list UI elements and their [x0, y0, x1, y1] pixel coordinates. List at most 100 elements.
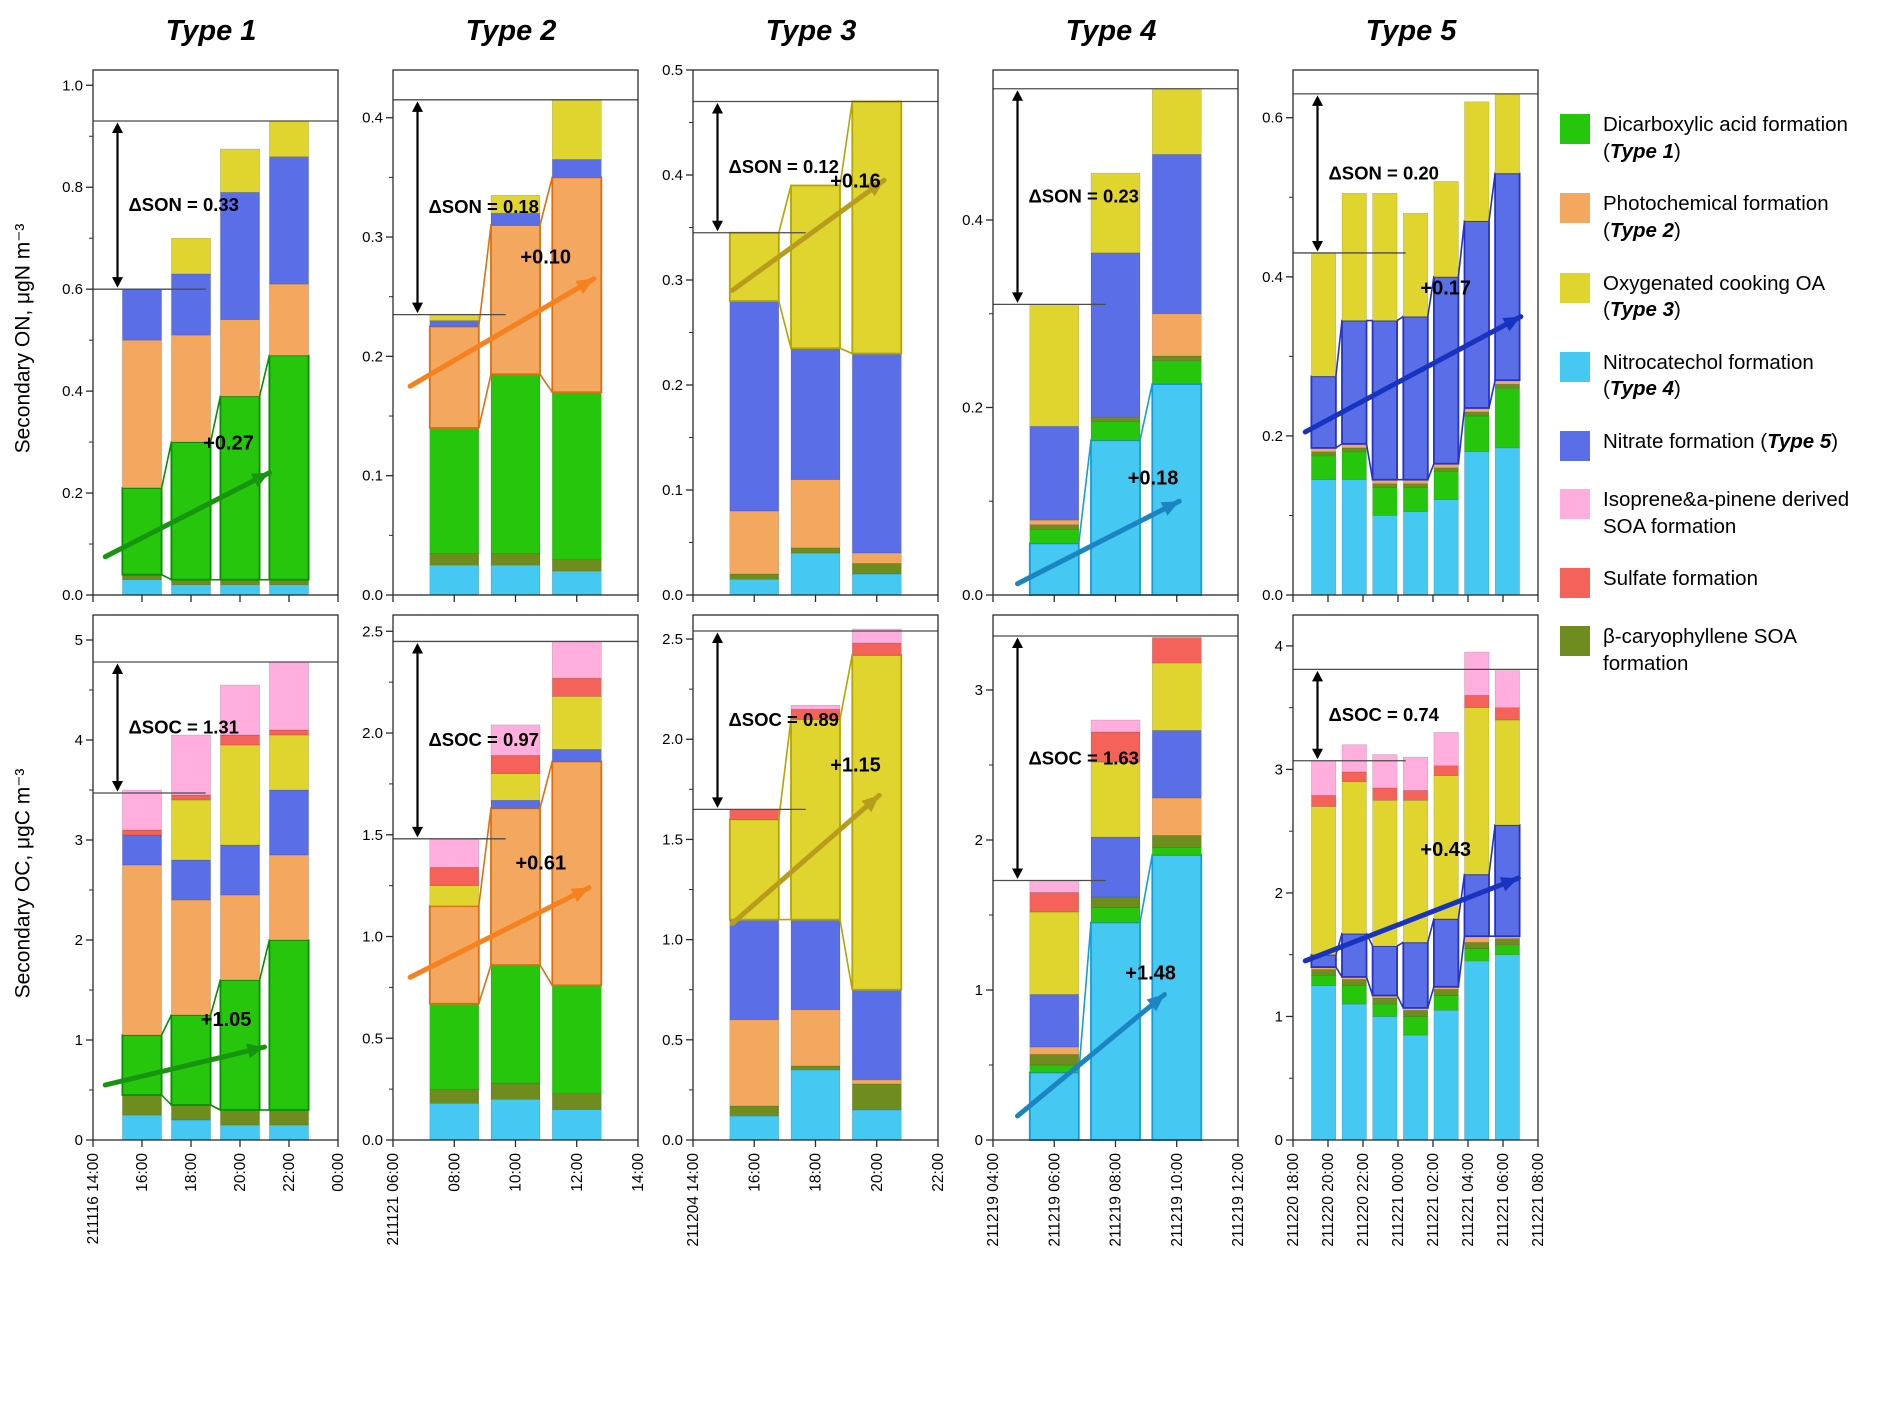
svg-text:0.2: 0.2: [62, 485, 83, 502]
svg-text:ΔSON = 0.23: ΔSON = 0.23: [1029, 186, 1139, 207]
svg-text:2.5: 2.5: [362, 623, 383, 640]
svg-text:+0.43: +0.43: [1420, 839, 1471, 861]
svg-text:2.0: 2.0: [662, 731, 683, 748]
svg-text:1.5: 1.5: [662, 831, 683, 848]
svg-text:4: 4: [1275, 638, 1283, 655]
legend-label: Isoprene&a-pinene derived SOA formation: [1603, 488, 1850, 538]
svg-text:+0.10: +0.10: [520, 246, 571, 268]
svg-text:0.1: 0.1: [662, 482, 683, 499]
svg-text:20:00: 20:00: [232, 1153, 249, 1192]
svg-text:0.4: 0.4: [62, 383, 83, 400]
svg-text:211219 04:00: 211219 04:00: [985, 1153, 1002, 1247]
svg-text:1: 1: [975, 982, 983, 999]
svg-text:0.2: 0.2: [362, 348, 383, 365]
svg-text:211204 14:00: 211204 14:00: [685, 1153, 702, 1247]
svg-text:+0.18: +0.18: [1128, 467, 1179, 489]
column-type-1: Type 1 0.0 0.2 0.4 0.6 0.8 1.0 ΔSON = 0.33 +0.2…: [46, 8, 346, 1348]
legend-item: Sulfate formation: [1560, 566, 1886, 599]
y-axis-labels: Secondary ON, μgN m⁻³ Secondary OC, μgC …: [0, 8, 46, 1348]
svg-text:+1.48: +1.48: [1125, 963, 1176, 985]
svg-text:0.4: 0.4: [362, 110, 383, 127]
y-axis-label-text: Secondary OC, μgC m⁻³: [11, 768, 35, 999]
legend-swatch-green: [1560, 114, 1590, 144]
svg-text:0.0: 0.0: [662, 587, 683, 603]
svg-text:08:00: 08:00: [446, 1153, 463, 1192]
svg-text:10:00: 10:00: [508, 1153, 525, 1192]
legend-item: Nitrocatechol formation (Type 4): [1560, 350, 1886, 403]
svg-text:ΔSOC = 0.97: ΔSOC = 0.97: [429, 729, 539, 750]
figure: Secondary ON, μgN m⁻³ Secondary OC, μgC …: [0, 8, 1886, 1348]
svg-text:0.3: 0.3: [662, 272, 683, 289]
legend-label: Photochemical formation (Type 2): [1603, 192, 1829, 242]
svg-text:0.2: 0.2: [962, 400, 983, 417]
legend-label: β-caryophyllene SOA formation: [1603, 625, 1796, 676]
svg-text:22:00: 22:00: [281, 1153, 298, 1192]
svg-text:2: 2: [1275, 885, 1283, 902]
legend-label: Nitrate formation (Type 5): [1603, 430, 1839, 454]
svg-text:211220 18:00: 211220 18:00: [1285, 1153, 1302, 1247]
svg-text:22:00: 22:00: [930, 1153, 946, 1192]
svg-text:211220 20:00: 211220 20:00: [1320, 1153, 1337, 1247]
svg-text:+0.16: +0.16: [830, 171, 881, 193]
svg-text:0.2: 0.2: [1262, 428, 1283, 445]
chart-type5-son: 0.0 0.2 0.4 0.6 ΔSON = 0.20 +0.17: [1262, 69, 1539, 603]
legend-label: Dicarboxylic acid formation (Type 1): [1603, 113, 1848, 163]
legend-item: Isoprene&a-pinene derived SOA formation: [1560, 487, 1886, 540]
svg-text:18:00: 18:00: [808, 1153, 825, 1192]
chart-type3-son: 0.0 0.1 0.2 0.3 0.4 0.5 ΔSON = 0.12+0.16: [662, 62, 939, 603]
column-type-2: Type 2 0.0 0.1 0.2 0.3 0.4 ΔSON = 0.18 +0.10 0…: [346, 8, 646, 1348]
legend-swatch-red: [1560, 568, 1590, 599]
chart-title-type-4: Type 4: [1065, 15, 1157, 47]
svg-text:0: 0: [75, 1132, 83, 1149]
svg-text:0.0: 0.0: [662, 1132, 683, 1149]
svg-text:0: 0: [1275, 1132, 1283, 1149]
column-type-3: Type 3 0.0 0.1 0.2 0.3 0.4 0.5 ΔSON = 0.12 +0.1…: [646, 8, 946, 1348]
svg-text:1.0: 1.0: [62, 77, 83, 94]
svg-text:211121 06:00: 211121 06:00: [385, 1153, 402, 1246]
chart-type4-son: 0.0 0.2 0.4 ΔSON = 0.23 +0.18: [962, 69, 1239, 603]
svg-text:14:00: 14:00: [630, 1153, 646, 1192]
legend: Dicarboxylic acid formation (Type 1) Phot…: [1546, 8, 1886, 1348]
svg-text:0.4: 0.4: [962, 212, 983, 229]
legend-item: Photochemical formation (Type 2): [1560, 191, 1886, 244]
svg-text:+1.15: +1.15: [830, 754, 881, 776]
svg-text:0: 0: [975, 1132, 983, 1149]
legend-label: Sulfate formation: [1603, 567, 1758, 591]
svg-text:+0.27: +0.27: [203, 433, 254, 455]
svg-text:211221 06:00: 211221 06:00: [1495, 1153, 1512, 1247]
svg-text:16:00: 16:00: [134, 1153, 151, 1192]
svg-text:1.0: 1.0: [362, 929, 383, 946]
svg-text:0.1: 0.1: [362, 468, 383, 485]
svg-text:0.5: 0.5: [662, 62, 683, 79]
svg-text:ΔSOC = 1.63: ΔSOC = 1.63: [1029, 747, 1139, 768]
legend-swatch-olive: [1560, 626, 1590, 657]
chart-type4-soc: 0 1 2 3 211219 04:00 211219 06:00 211219 08:00…: [975, 614, 1246, 1247]
svg-text:ΔSOC = 0.89: ΔSOC = 0.89: [729, 709, 839, 730]
legend-swatch-orange: [1560, 193, 1590, 224]
legend-item: β-caryophyllene SOA formation: [1560, 624, 1886, 677]
svg-text:0.0: 0.0: [362, 587, 383, 603]
svg-text:5: 5: [75, 632, 83, 649]
svg-text:211219 12:00: 211219 12:00: [1230, 1153, 1246, 1247]
svg-text:12:00: 12:00: [569, 1153, 586, 1192]
svg-text:3: 3: [975, 682, 983, 699]
svg-text:0.8: 0.8: [62, 179, 83, 196]
svg-text:20:00: 20:00: [869, 1153, 886, 1192]
svg-text:211219 08:00: 211219 08:00: [1108, 1153, 1125, 1247]
svg-text:0.0: 0.0: [62, 587, 83, 603]
y-axis-label-secondary-oc: Secondary OC, μgC m⁻³: [0, 611, 46, 1156]
svg-text:16:00: 16:00: [746, 1153, 763, 1192]
svg-text:ΔSON = 0.33: ΔSON = 0.33: [129, 194, 239, 215]
svg-text:211116 14:00: 211116 14:00: [85, 1153, 102, 1245]
svg-text:211219 10:00: 211219 10:00: [1169, 1153, 1186, 1247]
svg-text:4: 4: [75, 732, 83, 749]
svg-text:0.5: 0.5: [662, 1032, 683, 1049]
svg-text:0.6: 0.6: [1262, 110, 1283, 127]
svg-text:2: 2: [975, 832, 983, 849]
chart-type5-soc: 0 1 2 3 4 211220 18:00 211220 20:00 211220 22:0…: [1275, 614, 1546, 1247]
svg-text:+0.61: +0.61: [516, 852, 567, 874]
svg-text:+1.05: +1.05: [201, 1009, 252, 1031]
svg-text:3: 3: [1275, 761, 1283, 778]
y-axis-label-secondary-on: Secondary ON, μgN m⁻³: [0, 66, 46, 611]
svg-text:211221 02:00: 211221 02:00: [1425, 1153, 1442, 1247]
